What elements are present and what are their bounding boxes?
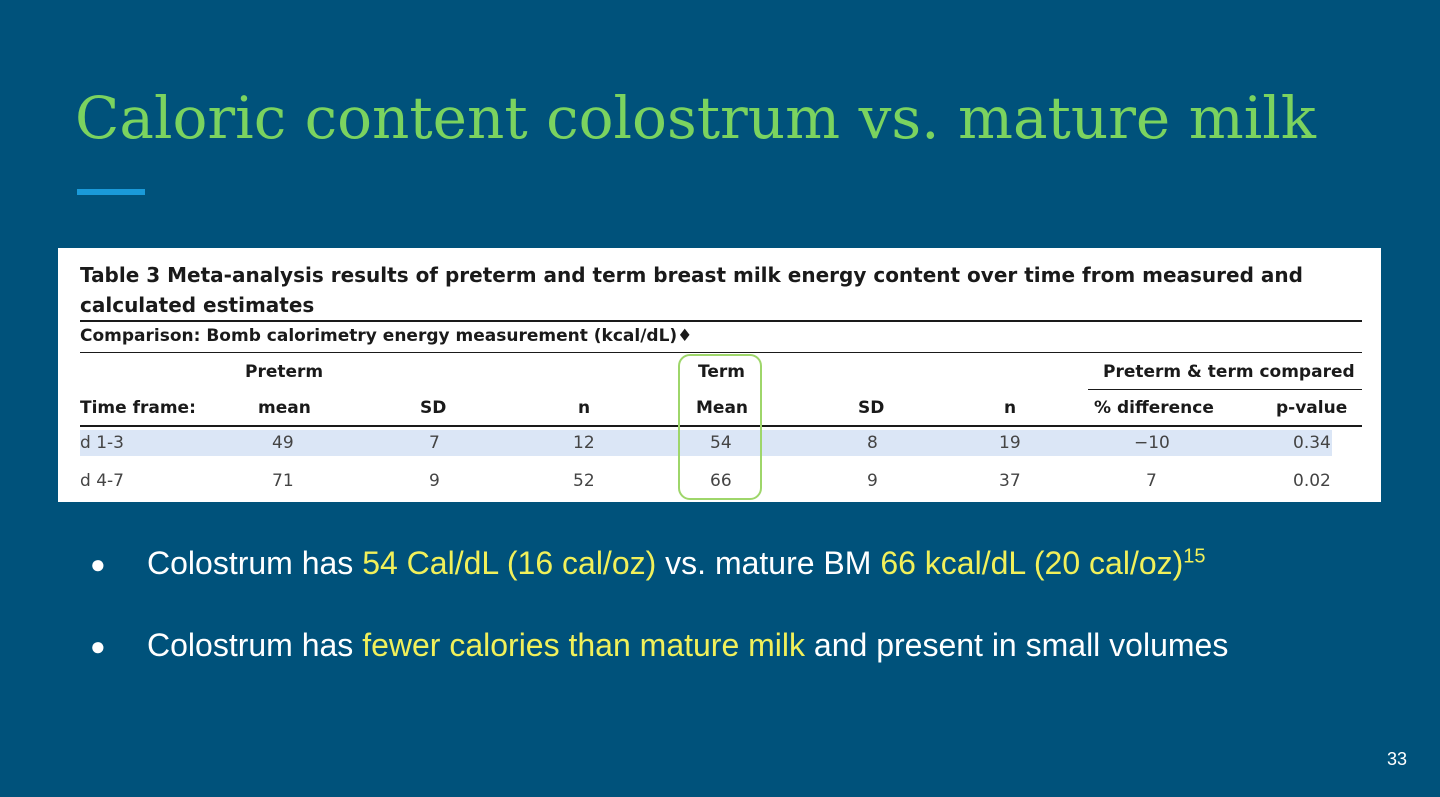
row-highlight [80,430,1332,456]
col-header-pct-difference: % difference [1094,398,1214,418]
cell-preterm-sd: 9 [429,471,440,491]
cell-p-value: 0.02 [1293,471,1331,491]
cell-term-sd: 8 [867,433,878,453]
bullet-dot-icon: ● [90,549,106,579]
slide-title: Caloric content colostrum vs. mature mil… [75,84,1316,152]
bullet-list: ● Colostrum has 54 Cal/dL (16 cal/oz) vs… [90,545,1390,709]
bullet-text: Colostrum has [147,627,363,663]
table-caption: Table 3 Meta-analysis results of preterm… [80,263,1303,317]
cell-preterm-mean: 49 [272,433,294,453]
group-header-term: Term [698,362,745,382]
cell-time-frame: d 4-7 [80,471,124,491]
cell-pct-difference: 7 [1146,471,1157,491]
col-header-term-mean: Mean [696,398,749,418]
comparison-label: Comparison: Bomb calorimetry energy meas… [80,326,693,346]
page-number: 33 [1386,749,1407,769]
rule-top [80,320,1362,322]
cell-term-mean: 66 [710,471,732,491]
col-header-term-sd: SD [858,398,885,418]
cell-p-value: 0.34 [1293,433,1331,453]
bullet-dot-icon: ● [90,631,106,661]
col-header-time-frame: Time frame: [80,398,196,418]
bullet-text: vs. mature BM [656,545,881,581]
cell-preterm-n: 52 [573,471,595,491]
cell-preterm-n: 12 [573,433,595,453]
reference-superscript: 15 [1183,545,1206,568]
bullet-text: and present in small volumes [805,627,1229,663]
bullet-highlight: 66 kcal/dL (20 cal/oz) [880,545,1184,581]
cell-preterm-mean: 71 [272,471,294,491]
bullet-highlight: fewer calories than mature milk [362,627,806,663]
cell-term-sd: 9 [867,471,878,491]
cell-term-n: 19 [999,433,1021,453]
col-header-preterm-mean: mean [258,398,311,418]
cell-time-frame: d 1-3 [80,433,124,453]
bullet-text: Colostrum has [147,545,363,581]
cell-term-n: 37 [999,471,1021,491]
bullet-item: ● Colostrum has fewer calories than matu… [90,627,1390,709]
rule-comparison [80,352,1362,353]
col-header-p-value: p-value [1276,398,1348,418]
rule-compared-group [1088,389,1362,390]
col-header-preterm-n: n [578,398,591,418]
cell-pct-difference: −10 [1134,433,1170,453]
col-header-preterm-sd: SD [420,398,447,418]
cell-term-mean: 54 [710,433,732,453]
group-header-compared: Preterm & term compared [1103,362,1355,382]
term-column-highlight-box [678,354,762,500]
col-header-term-n: n [1004,398,1017,418]
bullet-item: ● Colostrum has 54 Cal/dL (16 cal/oz) vs… [90,545,1390,627]
cell-preterm-sd: 7 [429,433,440,453]
bullet-highlight: 54 Cal/dL (16 cal/oz) [362,545,657,581]
rule-header [80,425,1362,427]
title-accent-bar [77,189,145,195]
group-header-preterm: Preterm [245,362,324,382]
table-image: Table 3 Meta-analysis results of preterm… [58,248,1381,502]
